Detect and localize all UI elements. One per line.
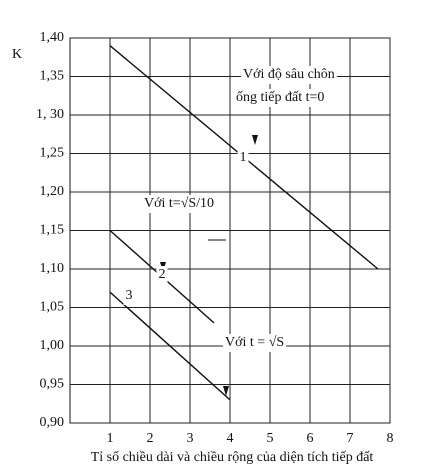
label-bg xyxy=(241,66,337,84)
annotation: ống tiếp đất t=0 xyxy=(236,90,324,105)
x-tick-label: 1 xyxy=(107,431,114,446)
label-bg xyxy=(156,266,168,284)
y-tick-label: 1,40 xyxy=(40,30,65,45)
y-tick-label: 1, 30 xyxy=(36,107,64,122)
x-tick-label: 5 xyxy=(267,431,274,446)
label-bg xyxy=(234,89,327,107)
y-tick-label: 0,95 xyxy=(40,377,65,392)
annotation: Với t=√S/10 xyxy=(144,196,214,211)
annotation: 2 xyxy=(159,267,166,282)
y-tick-label: 1,05 xyxy=(40,300,65,315)
y-tick-label: 1,25 xyxy=(40,146,65,161)
y-tick-label: 1,10 xyxy=(40,261,65,276)
annotation: Với t = √S xyxy=(225,335,284,350)
y-tick-label: 1,00 xyxy=(40,338,65,353)
annotation: 3 xyxy=(126,288,133,303)
annotation: Với độ sâu chôn xyxy=(243,67,335,82)
x-axis-label: Tỉ số chiều dài và chiều rộng của diện t… xyxy=(91,450,374,465)
x-tick-label: 8 xyxy=(387,431,394,446)
y-tick-label: 1,35 xyxy=(40,69,65,84)
arrow xyxy=(252,135,258,145)
series-line xyxy=(109,291,231,401)
y-axis-label: K xyxy=(12,47,22,62)
x-tick-label: 4 xyxy=(227,431,234,446)
y-tick-label: 0,90 xyxy=(40,415,65,430)
x-tick-label: 3 xyxy=(187,431,194,446)
annotation: 1 xyxy=(240,150,247,165)
label-bg xyxy=(142,195,217,213)
label-bg xyxy=(237,149,249,167)
arrow xyxy=(223,386,229,396)
y-tick-label: 1,20 xyxy=(40,184,65,199)
label-bg xyxy=(223,334,287,352)
x-tick-label: 7 xyxy=(347,431,354,446)
x-tick-label: 2 xyxy=(147,431,154,446)
label-bg xyxy=(123,287,135,305)
x-tick-label: 6 xyxy=(307,431,314,446)
y-tick-label: 1,15 xyxy=(40,223,65,238)
